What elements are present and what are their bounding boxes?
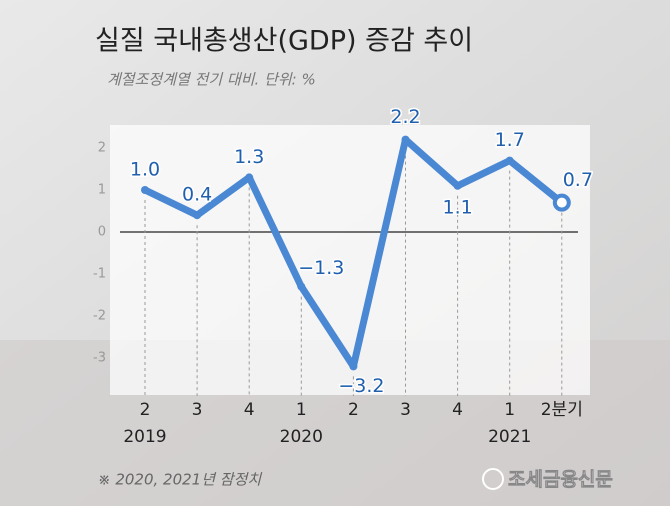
x-tick-label: 4	[244, 400, 255, 420]
data-point	[401, 135, 410, 144]
x-group-label: 2020	[280, 427, 323, 447]
data-label: 0.4	[182, 184, 212, 206]
data-label: 1.0	[130, 159, 160, 181]
footnote: ※ 2020, 2021년 잠정치	[98, 471, 262, 489]
data-point	[297, 282, 306, 291]
data-point	[141, 186, 149, 194]
x-group-label: 2019	[123, 427, 166, 447]
data-label: 0.7	[563, 169, 593, 191]
y-tick-label: 2	[98, 141, 106, 156]
data-point	[453, 181, 462, 190]
data-label: −1.3	[298, 257, 344, 279]
data-label: 1.3	[234, 146, 264, 168]
chart-title: 실질 국내총생산(GDP) 증감 추이	[95, 26, 473, 57]
y-tick-label: 1	[98, 183, 106, 198]
data-label: 1.7	[495, 129, 525, 151]
x-tick-label: 1	[504, 400, 515, 420]
x-tick-label: 4	[452, 400, 463, 420]
x-tick-label: 1	[296, 400, 307, 420]
chart-subtitle: 계절조정계열 전기 대비. 단위: %	[107, 71, 316, 89]
data-point	[193, 211, 202, 220]
x-group-label: 2021	[488, 427, 531, 447]
x-tick-label: 2분기	[541, 400, 583, 420]
data-label: −3.2	[338, 375, 384, 397]
y-tick-label: -2	[93, 309, 106, 324]
data-label: 2.2	[390, 106, 420, 128]
x-tick-label: 3	[400, 400, 411, 420]
data-point	[552, 193, 571, 212]
data-label: 1.1	[442, 196, 472, 218]
y-tick-label: -3	[93, 351, 106, 366]
watermark: 조세금융신문	[508, 469, 613, 491]
y-tick-label: 0	[98, 225, 106, 240]
x-tick-label: 3	[192, 400, 203, 420]
data-point	[245, 173, 254, 182]
data-point	[505, 156, 514, 165]
logo	[482, 468, 504, 490]
data-point	[349, 362, 358, 371]
y-tick-label: -1	[93, 267, 106, 282]
x-tick-label: 2	[140, 400, 151, 420]
plot-backdrop	[110, 125, 590, 395]
x-tick-label: 2	[348, 400, 359, 420]
